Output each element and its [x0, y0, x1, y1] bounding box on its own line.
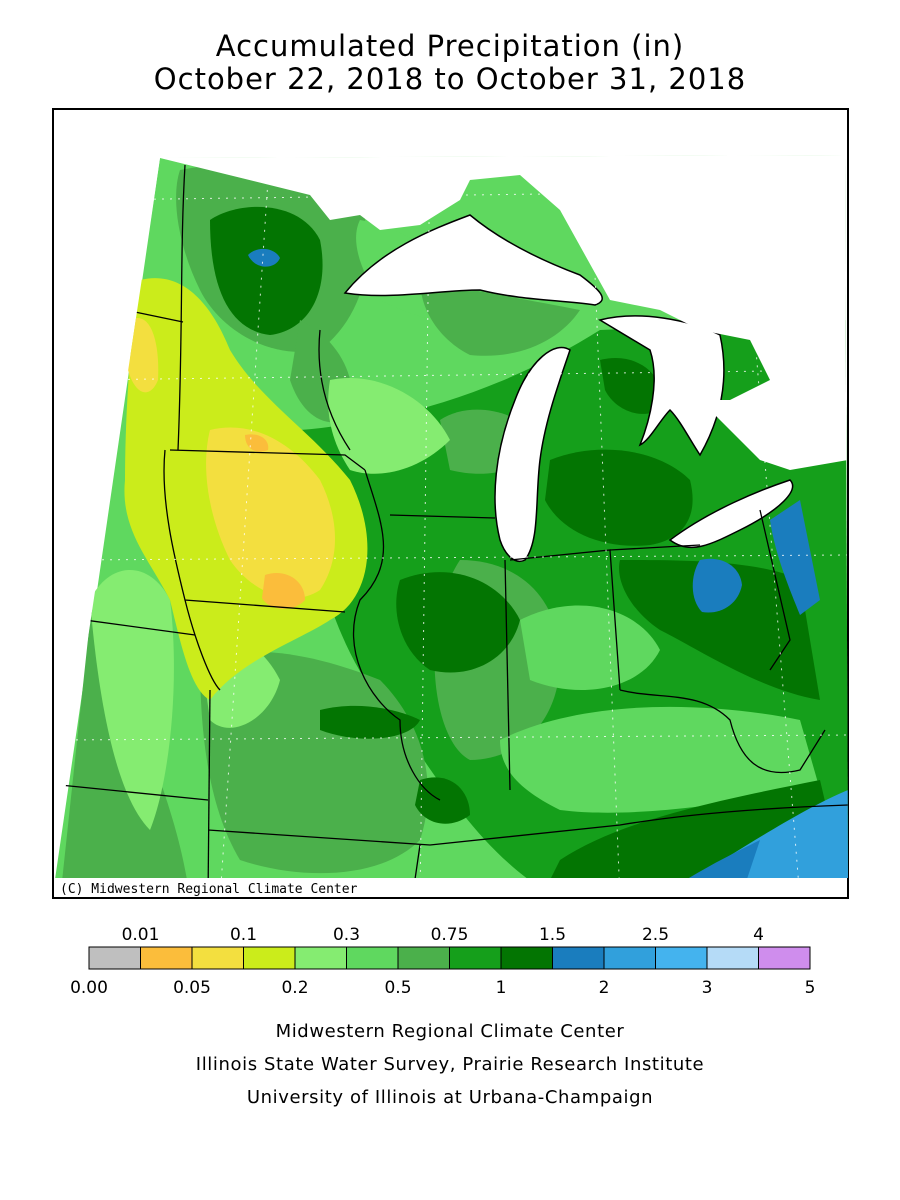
legend-bottom-label: 1: [496, 978, 507, 998]
legend-top-label: 4: [753, 925, 764, 945]
legend-top-label: 0.3: [333, 925, 360, 945]
legend-cell: [191, 946, 244, 970]
legend-cell: [758, 946, 811, 970]
legend-top-label: 0.75: [431, 925, 469, 945]
legend-bottom-labels: 0.00 0.05 0.2 0.5 1 2 3 5: [70, 978, 815, 998]
lake-michigan: [494, 346, 571, 562]
map-date-range: October 22, 2018 to October 31, 2018: [153, 62, 747, 96]
lake-superior: [343, 214, 603, 306]
legend-bottom-label: 3: [702, 978, 713, 998]
footer-university: University of Illinois at Urbana-Champai…: [246, 1087, 654, 1108]
state-borders: [59, 164, 848, 878]
legend: 0.01 0.1 0.3 0.75 1.5 2.5 4 0.00 0.05 0.2 0.5 1 2 3 5: [70, 925, 815, 998]
precip-field: [52, 155, 848, 878]
footer-survey: Illinois State Water Survey, Prairie Res…: [195, 1054, 705, 1075]
legend-bottom-label: 5: [805, 978, 816, 998]
legend-cell: [294, 946, 347, 970]
legend-bottom-label: 0.2: [281, 978, 308, 998]
legend-cell: [706, 946, 759, 970]
legend-cell: [552, 946, 605, 970]
legend-top-labels: 0.01 0.1 0.3 0.75 1.5 2.5 4: [122, 925, 764, 945]
legend-cell: [140, 946, 193, 970]
legend-top-label: 0.01: [122, 925, 160, 945]
copyright-box: [55, 878, 337, 896]
legend-cell: [243, 946, 296, 970]
lake-erie: [668, 479, 794, 549]
copyright-label: (C) Midwestern Regional Climate Center: [60, 882, 358, 897]
legend-top-label: 2.5: [642, 925, 669, 945]
legend-cell: [449, 946, 502, 970]
map-title: Accumulated Precipitation (in): [215, 29, 685, 63]
legend-cell: [603, 946, 656, 970]
legend-cell: [500, 946, 553, 970]
legend-bottom-label: 2: [599, 978, 610, 998]
legend-cell: [655, 946, 708, 970]
legend-bottom-label: 0.00: [70, 978, 108, 998]
legend-bottom-label: 0.05: [173, 978, 211, 998]
legend-top-label: 1.5: [539, 925, 566, 945]
legend-cell: [88, 946, 141, 970]
legend-bottom-label: 0.5: [384, 978, 411, 998]
legend-color-bar: [88, 946, 811, 970]
lat-lon-grid: [59, 155, 848, 878]
legend-cell: [346, 946, 399, 970]
footer-org: Midwestern Regional Climate Center: [275, 1021, 625, 1042]
legend-top-label: 0.1: [230, 925, 257, 945]
legend-cell: [397, 946, 450, 970]
